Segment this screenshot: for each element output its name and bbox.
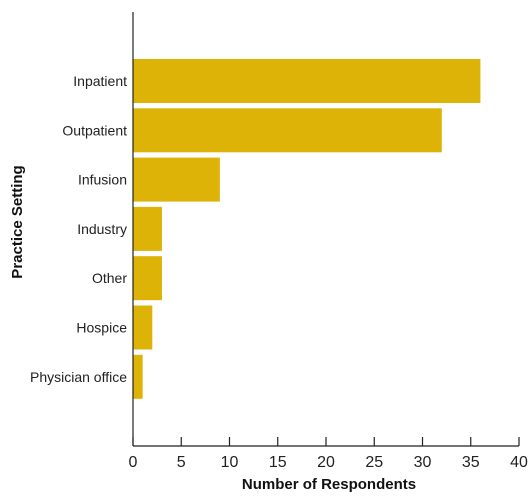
x-axis-ticks: 0 5 10 15 20 25 30 35 40	[129, 437, 528, 471]
bar-physician-office	[133, 354, 143, 399]
x-tick-label: 15	[269, 454, 287, 471]
category-label: Infusion	[78, 172, 127, 188]
x-tick-label: 10	[221, 454, 239, 471]
category-label: Other	[92, 270, 127, 286]
bar-outpatient	[133, 108, 442, 153]
x-tick-label: 20	[317, 454, 335, 471]
x-tick-label: 35	[462, 454, 480, 471]
category-label: Inpatient	[73, 73, 127, 89]
bar-infusion	[133, 157, 220, 202]
category-labels: Inpatient Outpatient Infusion Industry Other…	[30, 73, 127, 385]
x-tick-label: 40	[510, 454, 528, 471]
category-label: Industry	[77, 221, 127, 237]
bars-group	[133, 59, 481, 399]
x-tick-label: 0	[129, 454, 138, 471]
bar-industry	[133, 206, 162, 251]
x-tick-label: 25	[365, 454, 383, 471]
category-label: Hospice	[76, 320, 127, 336]
x-tick-label: 5	[177, 454, 186, 471]
y-axis-title: Practice Setting	[9, 165, 26, 278]
category-label: Outpatient	[62, 122, 127, 138]
bar-other	[133, 256, 162, 301]
x-tick-label: 30	[414, 454, 432, 471]
x-axis-title: Number of Respondents	[242, 476, 416, 493]
category-label: Physician office	[30, 369, 127, 385]
bar-inpatient	[133, 59, 481, 103]
bar-hospice	[133, 305, 153, 350]
